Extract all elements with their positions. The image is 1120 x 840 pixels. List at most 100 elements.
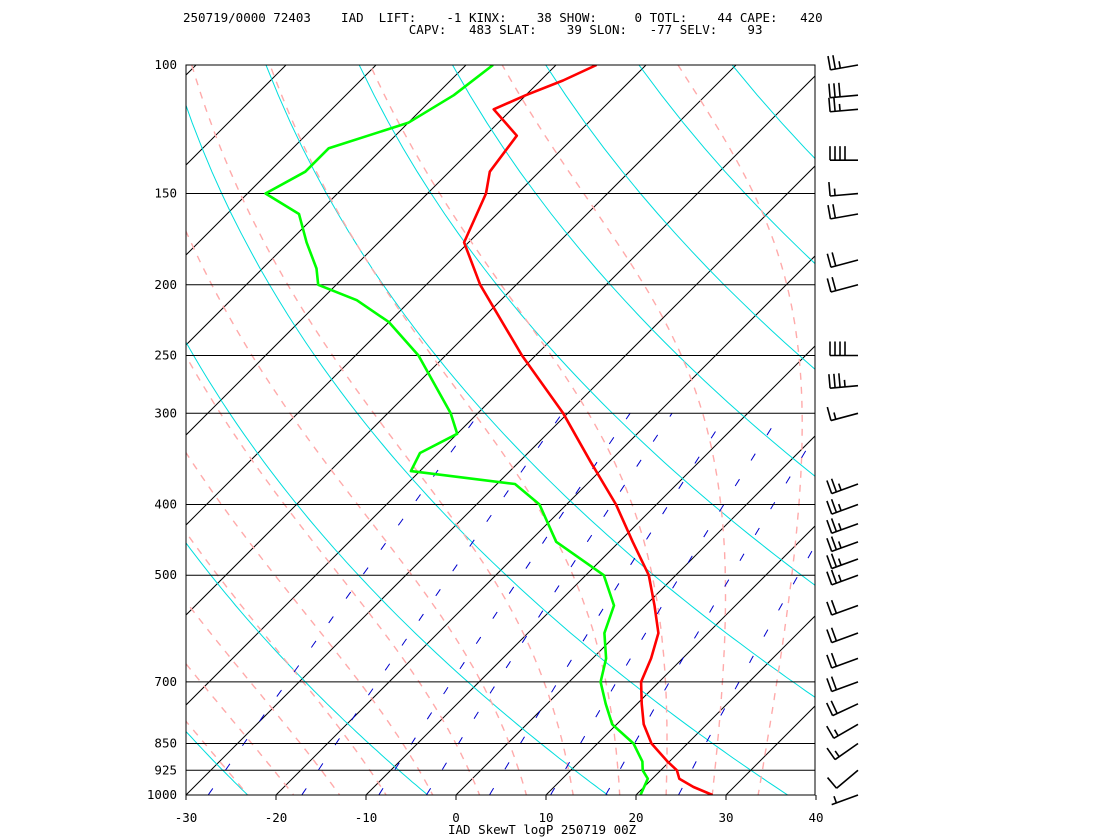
moist-adiabat <box>677 65 803 795</box>
pressure-tick-label: 850 <box>154 735 177 750</box>
wind-barbs <box>825 55 859 806</box>
pressure-tick-label: 500 <box>154 567 177 582</box>
pressure-tick-label: 400 <box>154 497 177 512</box>
dry-adiabat <box>731 65 815 160</box>
isotherm-line <box>725 705 815 795</box>
pressure-tick-label: 100 <box>154 57 177 72</box>
temperature-tick-label: 30 <box>718 810 733 825</box>
isotherm-line <box>186 75 815 706</box>
dry-adiabat <box>186 542 429 795</box>
dry-adiabat <box>186 730 249 795</box>
mixing-ratio-line <box>207 413 480 795</box>
wind-barb <box>826 498 859 515</box>
dry-adiabat <box>825 65 1120 811</box>
plot-frame <box>185 64 816 796</box>
isotherm-line <box>0 65 16 795</box>
mixing-ratio-line <box>550 413 782 795</box>
wind-barb <box>826 536 859 553</box>
moist-adiabat <box>186 600 341 795</box>
wind-barb <box>826 769 859 789</box>
wind-barb <box>828 373 859 389</box>
isotherm-line <box>186 65 467 346</box>
dry-adiabat <box>452 65 815 477</box>
temperature-tick-label: -10 <box>355 810 378 825</box>
wind-barb <box>831 794 859 806</box>
moist-adiabat <box>186 354 481 795</box>
isotherm-line <box>635 615 815 795</box>
pressure-axis-labels: 100 150 200 250 300 400 500 700 850 925 1000 <box>147 57 177 802</box>
wind-barb <box>828 181 859 197</box>
isotherm-line <box>186 65 287 166</box>
moist-adiabat <box>186 229 528 795</box>
wind-barb <box>829 341 858 357</box>
moist-adiabat <box>369 65 668 795</box>
wind-barb <box>828 97 859 113</box>
wind-barb <box>828 82 859 99</box>
wind-barb <box>827 55 859 71</box>
dry-adiabat <box>186 341 609 795</box>
dry-adiabat <box>919 65 1120 811</box>
wind-barb <box>829 146 858 161</box>
isotherm-line <box>186 65 647 526</box>
temperature-tick-label: -30 <box>175 810 198 825</box>
isotherm-line <box>906 65 1120 795</box>
wind-barb <box>826 569 859 586</box>
mixing-ratio-line <box>425 413 673 795</box>
isotherm-line <box>365 345 815 795</box>
wind-barb <box>826 723 859 739</box>
wind-barb <box>826 276 859 293</box>
wind-barb <box>826 627 859 644</box>
moist-adiabat <box>191 65 574 795</box>
isotherm-line <box>275 255 815 795</box>
temperature-tick-label: 0 <box>452 810 460 825</box>
isotherm-line <box>186 65 377 256</box>
mixing-ratio-line <box>301 413 563 795</box>
moist-adiabat <box>269 65 621 795</box>
dewpoint-trace <box>264 65 650 795</box>
mixing-ratio-line <box>678 544 815 795</box>
temperature-tick-label: -20 <box>265 810 288 825</box>
background-lines <box>0 65 1120 811</box>
pressure-tick-label: 150 <box>154 186 177 201</box>
mixing-ratio-line <box>489 413 728 795</box>
wind-barb <box>826 599 859 616</box>
dry-adiabat <box>1012 65 1120 811</box>
temperature-axis-labels: -30 -20 -10 0 10 20 30 40 <box>175 795 824 825</box>
wind-barb <box>826 252 859 269</box>
dry-adiabat <box>358 65 815 586</box>
isotherm-line <box>545 525 815 795</box>
isotherm-line <box>455 435 815 795</box>
wind-barb <box>826 676 859 693</box>
temperature-tick-label: 40 <box>808 810 823 825</box>
moist-adiabat <box>186 662 295 795</box>
moist-adiabat <box>501 65 727 795</box>
dry-adiabat <box>0 65 81 811</box>
moist-adiabat <box>186 720 249 795</box>
mixing-ratio-line <box>605 434 815 795</box>
wind-barb <box>826 406 859 422</box>
pressure-tick-label: 300 <box>154 405 177 420</box>
dry-adiabat <box>186 103 789 795</box>
wind-barb <box>826 652 859 669</box>
isotherm-line <box>186 165 815 795</box>
pressure-tick-label: 250 <box>154 347 177 362</box>
wind-barb <box>826 553 859 570</box>
moist-adiabat <box>186 531 387 795</box>
temperature-trace <box>462 65 714 795</box>
pressure-tick-label: 1000 <box>147 787 177 802</box>
pressure-tick-label: 700 <box>154 674 177 689</box>
isotherm-line <box>0 65 106 795</box>
isotherm-line <box>816 65 1120 795</box>
wind-barb <box>826 478 859 495</box>
mixing-ratio-line <box>378 413 631 795</box>
temperature-tick-label: 20 <box>628 810 643 825</box>
dry-adiabat <box>265 65 815 698</box>
sounding-traces <box>264 65 714 795</box>
wind-barb <box>825 700 859 717</box>
temperature-tick-label: 10 <box>538 810 553 825</box>
wind-barb <box>826 742 859 761</box>
isotherm-line <box>186 65 557 436</box>
moist-adiabat <box>186 451 434 795</box>
header-line-1: 250719/0000 72403 IAD LIFT: -1 KINX: 38 … <box>183 10 823 25</box>
